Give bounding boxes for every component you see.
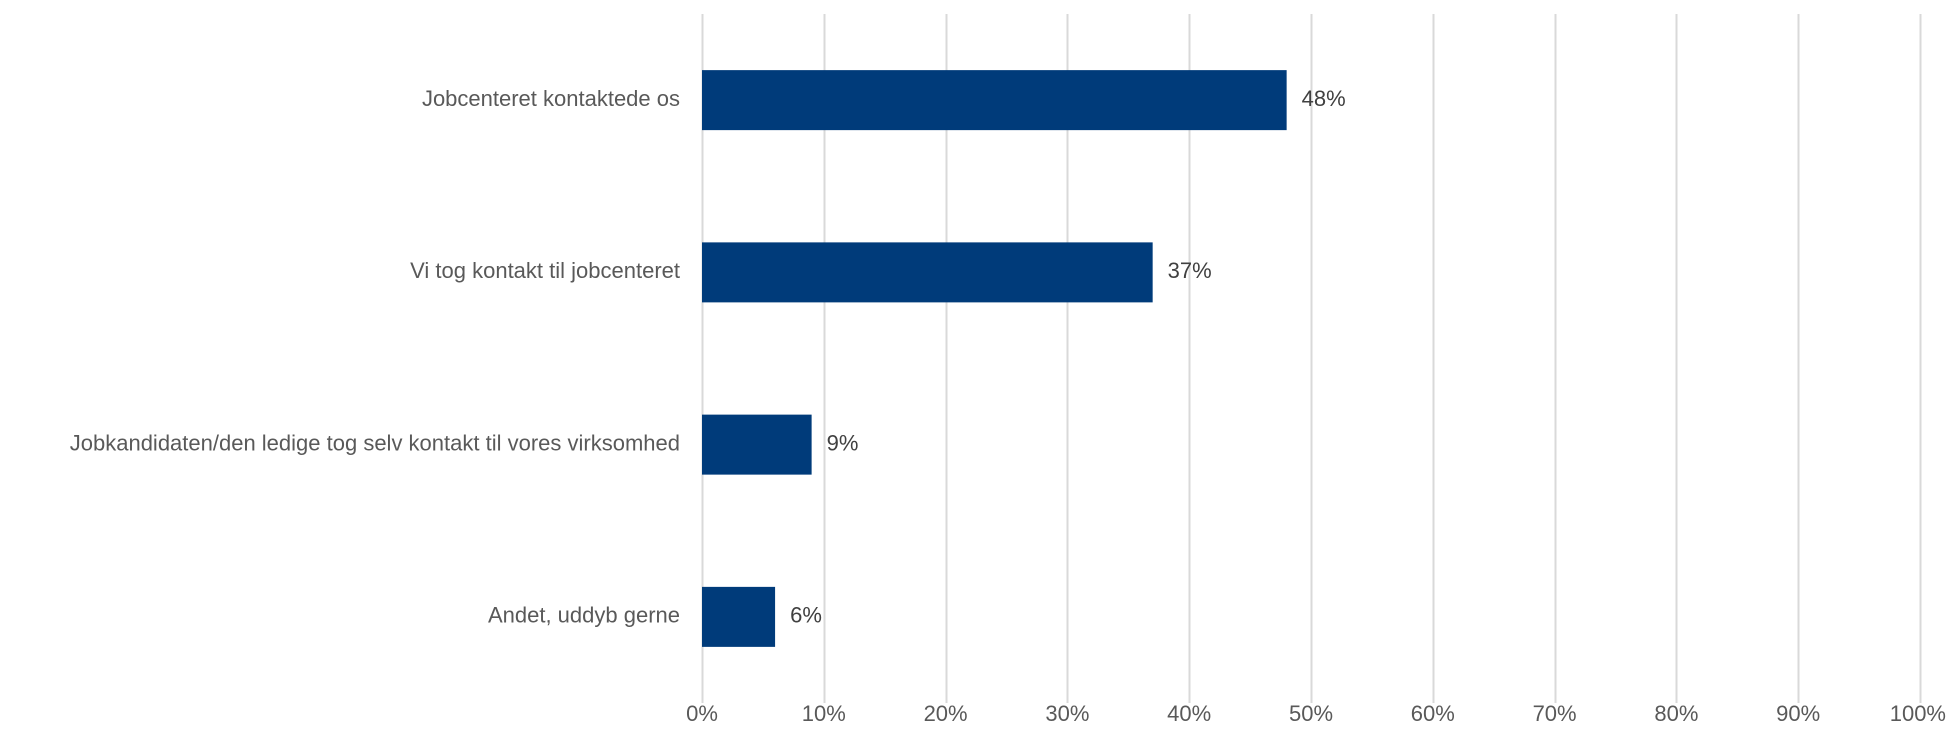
bar	[702, 586, 776, 647]
data-label: 48%	[1302, 86, 1346, 111]
x-tick-label: 50%	[1289, 701, 1333, 726]
x-tick-label: 60%	[1411, 701, 1455, 726]
x-tick-label: 20%	[924, 701, 968, 726]
bar	[702, 414, 812, 475]
bar	[702, 70, 1287, 131]
data-label: 37%	[1168, 258, 1212, 283]
x-tick-label: 0%	[686, 701, 718, 726]
x-tick-label: 80%	[1654, 701, 1698, 726]
category-label: Jobcenteret kontaktede os	[422, 86, 680, 111]
category-label: Vi tog kontakt til jobcenteret	[410, 258, 680, 283]
x-tick-label: 30%	[1045, 701, 1089, 726]
category-label: Jobkandidaten/den ledige tog selv kontak…	[70, 430, 680, 455]
x-tick-label: 90%	[1776, 701, 1820, 726]
data-labels: 48% 37% 9% 6%	[790, 86, 1346, 628]
x-tick-label: 100%	[1890, 701, 1946, 726]
bars	[702, 70, 1287, 647]
x-tick-label: 40%	[1167, 701, 1211, 726]
x-axis-ticks: 0% 10% 20% 30% 40% 50% 60% 70% 80% 90% 100%	[686, 701, 1946, 726]
bar	[702, 242, 1153, 303]
data-label: 6%	[790, 603, 822, 628]
x-tick-label: 70%	[1533, 701, 1577, 726]
x-tick-label: 10%	[802, 701, 846, 726]
category-label: Andet, uddyb gerne	[488, 603, 680, 628]
category-labels: Jobcenteret kontaktede os Vi tog kontakt …	[70, 86, 680, 628]
data-label: 9%	[827, 430, 859, 455]
